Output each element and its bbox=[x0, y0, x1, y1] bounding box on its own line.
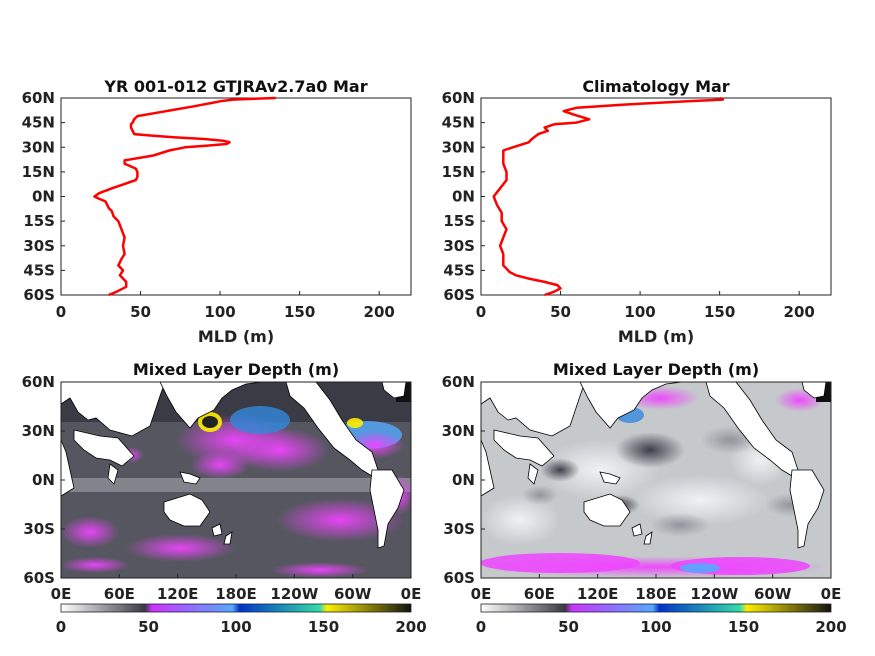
colorbar-tick-label: 50 bbox=[138, 618, 159, 636]
y-tick-label: 30N bbox=[442, 422, 475, 440]
panel-4-colorbar-ticks: 0 50 100 150 200 bbox=[476, 618, 847, 636]
y-tick-label: 45N bbox=[442, 114, 475, 132]
x-tick-label: 200 bbox=[784, 303, 815, 321]
y-tick-label: 30N bbox=[442, 138, 475, 156]
y-tick-label: 60S bbox=[443, 286, 475, 304]
colorbar-tick-label: 50 bbox=[558, 618, 579, 636]
y-tick-label: 0N bbox=[452, 471, 475, 489]
y-tick-label: 60S bbox=[23, 286, 55, 304]
panel-4-title: Mixed Layer Depth (m) bbox=[553, 360, 759, 379]
y-tick-label: 0N bbox=[32, 188, 55, 206]
x-tick-label: 60E bbox=[524, 585, 555, 603]
y-tick-label: 30S bbox=[443, 520, 475, 538]
panel-3-colorbar bbox=[60, 603, 412, 613]
y-tick-label: 30S bbox=[23, 520, 55, 538]
x-tick-label: 60W bbox=[754, 585, 792, 603]
panel-4-land bbox=[481, 382, 827, 549]
panel-2-axes bbox=[480, 97, 832, 296]
panel-2-xlabel: MLD (m) bbox=[618, 327, 694, 346]
x-tick-label: 200 bbox=[364, 303, 395, 321]
panel-2-ticks: 0 50 100 150 200 60N 45N 30N 15N 0N 15S 30S 45S 60S bbox=[442, 89, 815, 321]
x-tick-label: 120W bbox=[270, 585, 318, 603]
y-tick-label: 45S bbox=[23, 261, 55, 279]
panel-4-ticks: 0E 60E 120E 180E 120W 60W 0E 60N 30N 0N 30S 60S bbox=[442, 373, 842, 603]
y-tick-label: 60N bbox=[22, 89, 55, 107]
panel-1-axes bbox=[60, 97, 412, 296]
colorbar-tick-label: 0 bbox=[56, 618, 66, 636]
map-panel-3: Mixed Layer Depth (m) bbox=[22, 360, 427, 636]
panel-2-title: Climatology Mar bbox=[582, 77, 729, 96]
colorbar-tick-label: 200 bbox=[395, 618, 426, 636]
colorbar-tick-label: 0 bbox=[476, 618, 486, 636]
x-tick-label: 50 bbox=[130, 303, 151, 321]
panel-4-colorbar bbox=[480, 603, 832, 613]
map-panel-4: Mixed Layer Depth (m) bbox=[442, 360, 847, 636]
panel-3-colorbar-ticks: 0 50 100 150 200 bbox=[56, 618, 427, 636]
y-tick-label: 15N bbox=[22, 163, 55, 181]
panel-1-title: YR 001-012 GTJRAv2.7a0 Mar bbox=[103, 77, 367, 96]
x-tick-label: 0 bbox=[476, 303, 486, 321]
x-tick-label: 100 bbox=[204, 303, 235, 321]
x-tick-label: 100 bbox=[624, 303, 655, 321]
y-tick-label: 45N bbox=[22, 114, 55, 132]
panel-3-ticks: 0E 60E 120E 180E 120W 60W 0E 60N 30N 0N 30S 60S bbox=[22, 373, 422, 603]
y-tick-label: 0N bbox=[32, 471, 55, 489]
y-tick-label: 60N bbox=[442, 373, 475, 391]
y-tick-label: 30S bbox=[443, 237, 475, 255]
colorbar-tick-label: 150 bbox=[308, 618, 339, 636]
y-tick-label: 45S bbox=[443, 261, 475, 279]
y-tick-label: 15N bbox=[442, 163, 475, 181]
x-tick-label: 120E bbox=[157, 585, 199, 603]
y-tick-label: 60N bbox=[22, 373, 55, 391]
y-tick-label: 0N bbox=[452, 188, 475, 206]
y-tick-label: 60S bbox=[443, 569, 475, 587]
x-tick-label: 0E bbox=[401, 585, 422, 603]
colorbar-tick-label: 200 bbox=[815, 618, 846, 636]
x-tick-label: 50 bbox=[550, 303, 571, 321]
x-tick-label: 150 bbox=[284, 303, 315, 321]
x-tick-label: 0E bbox=[471, 585, 492, 603]
panel-1-mld-line bbox=[93, 96, 276, 297]
colorbar-tick-label: 150 bbox=[728, 618, 759, 636]
x-tick-label: 0 bbox=[56, 303, 66, 321]
panel-3-field bbox=[61, 382, 411, 578]
y-tick-label: 30N bbox=[22, 422, 55, 440]
x-tick-label: 60E bbox=[104, 585, 135, 603]
x-tick-label: 120W bbox=[690, 585, 738, 603]
x-tick-label: 60W bbox=[334, 585, 372, 603]
y-tick-label: 60N bbox=[442, 89, 475, 107]
x-tick-label: 150 bbox=[704, 303, 735, 321]
y-tick-label: 15S bbox=[443, 212, 475, 230]
x-tick-label: 180E bbox=[215, 585, 257, 603]
line-panel-1: YR 001-012 GTJRAv2.7a0 Mar 0 50 100 150 200 6… bbox=[22, 77, 412, 346]
x-tick-label: 0E bbox=[821, 585, 842, 603]
x-tick-label: 180E bbox=[635, 585, 677, 603]
panel-3-land bbox=[61, 382, 407, 549]
panel-1-ticks: 0 50 100 150 200 60N 45N 30N 15N 0N 15S 30S 45S 60S bbox=[22, 89, 395, 321]
panel-2-mld-line bbox=[492, 96, 725, 297]
y-tick-label: 30S bbox=[23, 237, 55, 255]
x-tick-label: 0E bbox=[51, 585, 72, 603]
y-tick-label: 15S bbox=[23, 212, 55, 230]
y-tick-label: 30N bbox=[22, 138, 55, 156]
panel-3-title: Mixed Layer Depth (m) bbox=[133, 360, 339, 379]
colorbar-tick-label: 100 bbox=[640, 618, 671, 636]
panel-1-xlabel: MLD (m) bbox=[198, 327, 274, 346]
line-panel-2: Climatology Mar 0 50 100 150 200 60N 45N 30N 15N… bbox=[442, 77, 832, 346]
x-tick-label: 120E bbox=[577, 585, 619, 603]
colorbar-tick-label: 100 bbox=[220, 618, 251, 636]
y-tick-label: 60S bbox=[23, 569, 55, 587]
